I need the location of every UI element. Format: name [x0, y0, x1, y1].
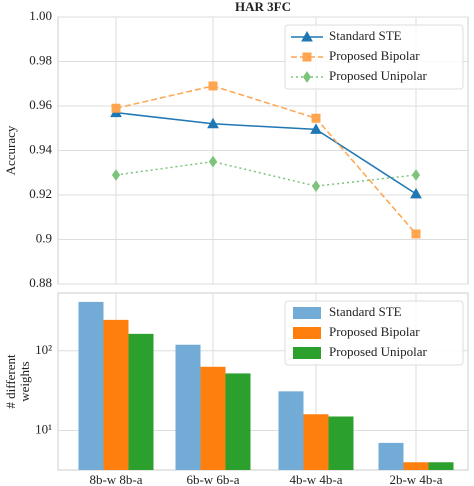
chart-title: HAR 3FC [235, 0, 291, 14]
y-tick-label: 0.98 [29, 52, 52, 67]
marker [411, 169, 421, 181]
legend-swatch [293, 327, 321, 339]
bar [328, 416, 354, 470]
x-tick-label: 8b-w 8b-a [89, 472, 142, 486]
y-tick-label: 10¹ [35, 422, 52, 437]
y-axis-label: Accuracy [3, 125, 18, 175]
legend-box [284, 300, 464, 366]
marker [207, 117, 219, 129]
marker [301, 30, 313, 42]
bar [128, 333, 154, 470]
bar [428, 462, 454, 470]
marker [311, 113, 321, 123]
y-axis-label: # different [3, 354, 18, 409]
marker [410, 187, 422, 199]
marker [208, 155, 218, 168]
y-tick-label: 1.00 [29, 8, 52, 23]
marker [302, 52, 312, 62]
series-line [115, 160, 417, 187]
y-tick-label: 0.94 [29, 141, 52, 156]
series-line [115, 111, 417, 195]
bar [303, 414, 329, 470]
bar [225, 373, 251, 470]
bar [175, 344, 201, 470]
marker [111, 169, 121, 181]
bar [200, 366, 226, 470]
legend-swatch [293, 347, 321, 359]
marker [311, 180, 321, 192]
legend-label: Standard STE [329, 28, 402, 43]
bar [378, 442, 404, 470]
marker [302, 71, 312, 83]
marker [310, 123, 322, 134]
y-tick-label: 10² [35, 342, 52, 357]
y-tick-label: 0.9 [36, 230, 52, 245]
legend-box [284, 24, 464, 90]
x-tick-label: 6b-w 6b-a [186, 472, 239, 486]
y-tick-label: 0.92 [29, 186, 52, 201]
x-tick-label: 2b-w 4b-a [389, 472, 442, 486]
bar [278, 391, 304, 470]
marker [411, 229, 421, 239]
bar [103, 319, 129, 470]
legend-label: Standard STE [329, 304, 402, 319]
x-tick-label: 4b-w 4b-a [289, 472, 342, 486]
y-tick-label: 0.88 [29, 275, 52, 290]
y-tick-label: 0.96 [29, 97, 52, 112]
series-line [115, 85, 417, 235]
y-axis-label: weights [17, 361, 32, 401]
legend-swatch [293, 307, 321, 319]
legend-label: Proposed Unipolar [329, 68, 428, 83]
legend-label: Proposed Bipolar [329, 48, 420, 63]
marker [111, 103, 121, 113]
legend-label: Proposed Bipolar [329, 324, 420, 339]
bar [78, 301, 104, 470]
bar [403, 462, 429, 470]
marker [208, 81, 218, 91]
legend-label: Proposed Unipolar [329, 344, 428, 359]
